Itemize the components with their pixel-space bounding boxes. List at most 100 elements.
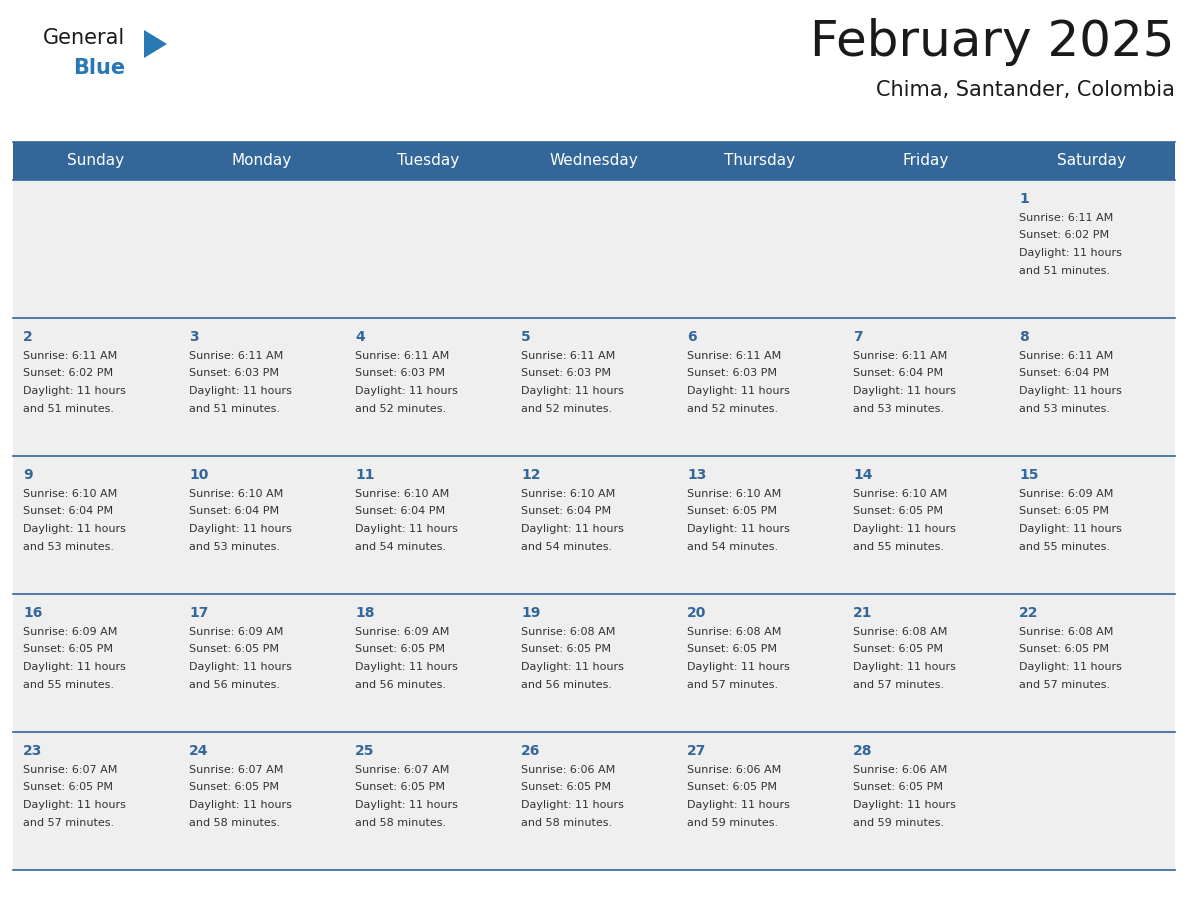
Text: Sunset: 6:05 PM: Sunset: 6:05 PM: [687, 644, 777, 655]
Bar: [13, 594, 1175, 732]
Text: Sunrise: 6:07 AM: Sunrise: 6:07 AM: [355, 765, 449, 775]
Text: and 51 minutes.: and 51 minutes.: [189, 404, 280, 413]
Text: Sunrise: 6:08 AM: Sunrise: 6:08 AM: [687, 627, 782, 637]
Text: 23: 23: [23, 744, 43, 758]
Text: and 56 minutes.: and 56 minutes.: [522, 679, 612, 689]
Text: Sunrise: 6:11 AM: Sunrise: 6:11 AM: [853, 351, 947, 361]
Text: and 54 minutes.: and 54 minutes.: [355, 542, 447, 552]
Text: Sunrise: 6:08 AM: Sunrise: 6:08 AM: [522, 627, 615, 637]
Text: Friday: Friday: [903, 153, 949, 169]
Text: Daylight: 11 hours: Daylight: 11 hours: [23, 524, 126, 534]
Text: and 51 minutes.: and 51 minutes.: [23, 404, 114, 413]
Text: Sunrise: 6:11 AM: Sunrise: 6:11 AM: [522, 351, 615, 361]
Text: and 58 minutes.: and 58 minutes.: [189, 818, 280, 827]
Text: Sunrise: 6:09 AM: Sunrise: 6:09 AM: [355, 627, 449, 637]
Text: 3: 3: [189, 330, 198, 344]
Text: 28: 28: [853, 744, 872, 758]
Text: 22: 22: [1019, 606, 1038, 620]
Text: Daylight: 11 hours: Daylight: 11 hours: [189, 524, 292, 534]
Text: and 59 minutes.: and 59 minutes.: [687, 818, 778, 827]
Text: Daylight: 11 hours: Daylight: 11 hours: [23, 800, 126, 810]
Text: Sunset: 6:05 PM: Sunset: 6:05 PM: [522, 782, 611, 792]
Text: Sunrise: 6:08 AM: Sunrise: 6:08 AM: [853, 627, 947, 637]
Text: Daylight: 11 hours: Daylight: 11 hours: [355, 524, 457, 534]
Text: Daylight: 11 hours: Daylight: 11 hours: [853, 524, 956, 534]
Text: Sunset: 6:05 PM: Sunset: 6:05 PM: [522, 644, 611, 655]
Text: Sunrise: 6:11 AM: Sunrise: 6:11 AM: [1019, 351, 1113, 361]
Text: Daylight: 11 hours: Daylight: 11 hours: [522, 386, 624, 396]
Text: and 57 minutes.: and 57 minutes.: [23, 818, 114, 827]
Text: Thursday: Thursday: [725, 153, 796, 169]
Text: Monday: Monday: [232, 153, 292, 169]
Text: Sunrise: 6:10 AM: Sunrise: 6:10 AM: [522, 489, 615, 499]
Polygon shape: [144, 30, 168, 58]
Text: Daylight: 11 hours: Daylight: 11 hours: [1019, 662, 1121, 672]
Text: Sunset: 6:03 PM: Sunset: 6:03 PM: [189, 368, 279, 378]
Text: Daylight: 11 hours: Daylight: 11 hours: [687, 662, 790, 672]
Text: Sunset: 6:04 PM: Sunset: 6:04 PM: [522, 507, 611, 517]
Text: and 53 minutes.: and 53 minutes.: [189, 542, 280, 552]
Text: and 53 minutes.: and 53 minutes.: [853, 404, 944, 413]
Text: Sunrise: 6:09 AM: Sunrise: 6:09 AM: [23, 627, 118, 637]
Text: 2: 2: [23, 330, 33, 344]
Text: Sunrise: 6:11 AM: Sunrise: 6:11 AM: [355, 351, 449, 361]
Text: Wednesday: Wednesday: [550, 153, 638, 169]
Text: Sunset: 6:04 PM: Sunset: 6:04 PM: [1019, 368, 1110, 378]
Text: General: General: [43, 28, 125, 48]
Text: and 53 minutes.: and 53 minutes.: [1019, 404, 1110, 413]
Text: Daylight: 11 hours: Daylight: 11 hours: [522, 800, 624, 810]
Text: Daylight: 11 hours: Daylight: 11 hours: [23, 662, 126, 672]
Text: Sunrise: 6:07 AM: Sunrise: 6:07 AM: [23, 765, 118, 775]
Text: Daylight: 11 hours: Daylight: 11 hours: [355, 662, 457, 672]
Text: 25: 25: [355, 744, 374, 758]
Text: Sunset: 6:05 PM: Sunset: 6:05 PM: [355, 644, 446, 655]
Text: and 55 minutes.: and 55 minutes.: [23, 679, 114, 689]
Text: Daylight: 11 hours: Daylight: 11 hours: [355, 386, 457, 396]
Text: Sunset: 6:05 PM: Sunset: 6:05 PM: [853, 782, 943, 792]
Text: 5: 5: [522, 330, 531, 344]
Text: 13: 13: [687, 468, 707, 482]
Text: Daylight: 11 hours: Daylight: 11 hours: [687, 386, 790, 396]
Text: Sunday: Sunday: [68, 153, 125, 169]
Text: and 52 minutes.: and 52 minutes.: [687, 404, 778, 413]
Text: Daylight: 11 hours: Daylight: 11 hours: [1019, 524, 1121, 534]
Text: Sunrise: 6:06 AM: Sunrise: 6:06 AM: [687, 765, 782, 775]
Text: 1: 1: [1019, 192, 1029, 206]
Text: Daylight: 11 hours: Daylight: 11 hours: [853, 662, 956, 672]
Text: Sunrise: 6:08 AM: Sunrise: 6:08 AM: [1019, 627, 1113, 637]
Text: Sunset: 6:05 PM: Sunset: 6:05 PM: [189, 644, 279, 655]
Text: Sunrise: 6:07 AM: Sunrise: 6:07 AM: [189, 765, 284, 775]
Text: 27: 27: [687, 744, 707, 758]
Text: Daylight: 11 hours: Daylight: 11 hours: [687, 800, 790, 810]
Text: Sunset: 6:03 PM: Sunset: 6:03 PM: [522, 368, 611, 378]
Text: and 54 minutes.: and 54 minutes.: [522, 542, 612, 552]
Text: Sunrise: 6:06 AM: Sunrise: 6:06 AM: [522, 765, 615, 775]
Text: Sunrise: 6:10 AM: Sunrise: 6:10 AM: [23, 489, 118, 499]
Text: Daylight: 11 hours: Daylight: 11 hours: [189, 662, 292, 672]
Text: 20: 20: [687, 606, 707, 620]
Text: and 59 minutes.: and 59 minutes.: [853, 818, 944, 827]
Text: 18: 18: [355, 606, 374, 620]
Text: Sunrise: 6:11 AM: Sunrise: 6:11 AM: [23, 351, 118, 361]
Text: 17: 17: [189, 606, 208, 620]
Text: 7: 7: [853, 330, 862, 344]
Text: Sunset: 6:04 PM: Sunset: 6:04 PM: [23, 507, 113, 517]
Text: and 57 minutes.: and 57 minutes.: [1019, 679, 1110, 689]
Text: and 51 minutes.: and 51 minutes.: [1019, 265, 1110, 275]
Text: and 53 minutes.: and 53 minutes.: [23, 542, 114, 552]
Text: Sunset: 6:03 PM: Sunset: 6:03 PM: [355, 368, 446, 378]
Text: Sunset: 6:02 PM: Sunset: 6:02 PM: [23, 368, 113, 378]
Text: 10: 10: [189, 468, 208, 482]
Text: Saturday: Saturday: [1057, 153, 1126, 169]
Text: 15: 15: [1019, 468, 1038, 482]
Text: Daylight: 11 hours: Daylight: 11 hours: [522, 524, 624, 534]
Text: Chima, Santander, Colombia: Chima, Santander, Colombia: [876, 80, 1175, 100]
Text: 8: 8: [1019, 330, 1029, 344]
Text: Sunrise: 6:11 AM: Sunrise: 6:11 AM: [189, 351, 283, 361]
Text: Sunset: 6:04 PM: Sunset: 6:04 PM: [355, 507, 446, 517]
Text: Daylight: 11 hours: Daylight: 11 hours: [853, 386, 956, 396]
Bar: [13, 456, 1175, 594]
Text: Blue: Blue: [72, 58, 125, 78]
Text: and 56 minutes.: and 56 minutes.: [355, 679, 446, 689]
Bar: [13, 180, 1175, 318]
